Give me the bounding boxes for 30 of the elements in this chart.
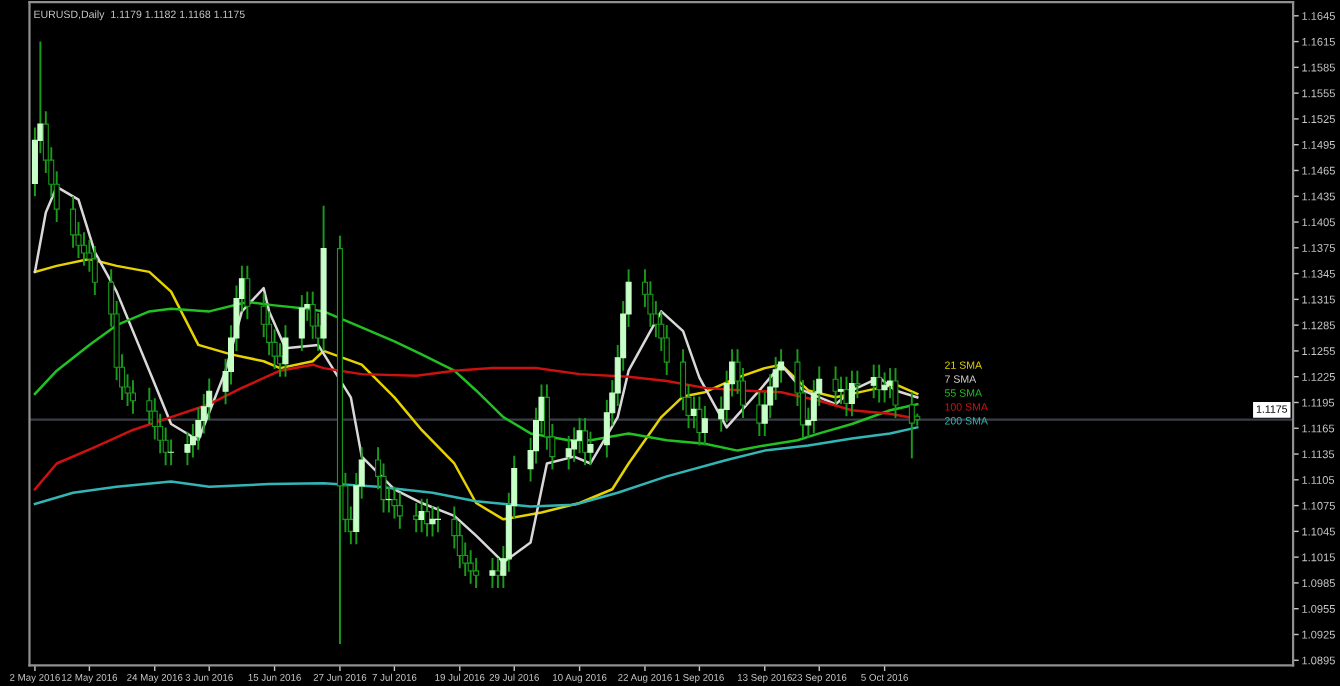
candlestick xyxy=(298,294,305,352)
candlestick xyxy=(396,491,403,530)
candlestick xyxy=(892,367,899,419)
line-series xyxy=(33,426,919,508)
candlestick xyxy=(848,369,855,418)
candlestick xyxy=(489,557,496,590)
candlestick xyxy=(587,430,594,467)
candlestick xyxy=(184,430,191,467)
candlestick xyxy=(696,395,703,447)
candlestick xyxy=(701,404,708,447)
candlestick xyxy=(908,391,915,460)
candlestick xyxy=(424,497,431,538)
candlestick xyxy=(244,264,251,321)
candlestick xyxy=(91,245,98,297)
candlestick xyxy=(282,324,289,378)
candlestick xyxy=(876,363,883,404)
candlestick xyxy=(843,375,850,418)
candlestick xyxy=(582,416,589,467)
candlestick xyxy=(881,371,888,404)
candlestick xyxy=(429,505,436,538)
candlestick xyxy=(571,426,578,463)
candlestick xyxy=(413,502,420,534)
candlestick xyxy=(467,549,474,585)
candlestick xyxy=(756,391,763,437)
candlestick xyxy=(434,505,441,534)
candlestick xyxy=(565,435,572,471)
candlestick xyxy=(887,367,894,400)
candlestick xyxy=(473,557,480,590)
candlestick xyxy=(832,365,839,406)
candlestick xyxy=(129,379,136,415)
